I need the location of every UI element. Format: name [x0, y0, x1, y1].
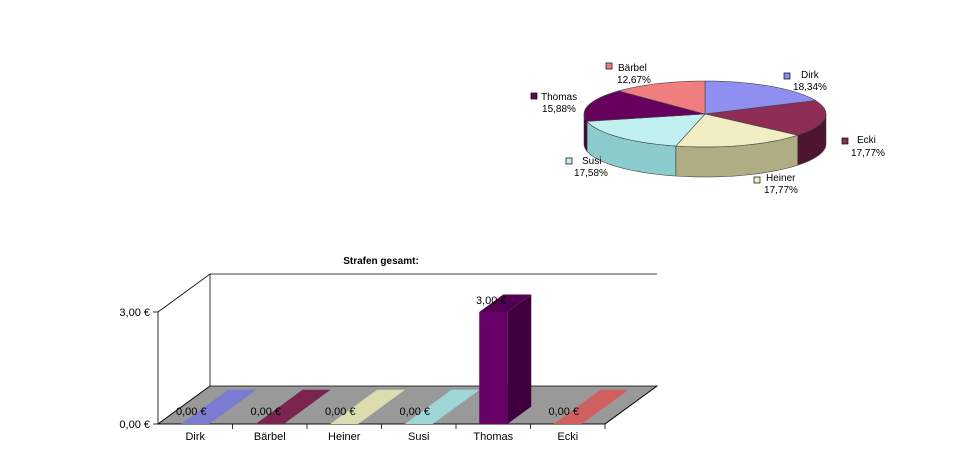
- bar-side-thomas: [507, 294, 532, 424]
- pie-percent-heiner: 17,77%: [764, 185, 798, 196]
- x-tick-label-ecki: Ecki: [557, 431, 578, 443]
- bar-ecki: [553, 389, 629, 424]
- bar-value-label-heiner: 0,00 €: [325, 406, 356, 418]
- bar-heiner: [330, 389, 406, 424]
- pie-label-heiner: Heiner: [766, 173, 796, 184]
- pie-percent-baerbel: 12,67%: [617, 75, 651, 86]
- bar-flat-heiner: [330, 389, 406, 424]
- bar-flat-baerbel: [255, 389, 331, 424]
- y-tick-label: 0,00 €: [119, 419, 150, 431]
- pie-percent-ecki: 17,77%: [851, 148, 885, 159]
- bar-thomas: [479, 294, 532, 424]
- bar-value-label-thomas: 3,00 €: [476, 295, 507, 307]
- x-tick-label-dirk: Dirk: [185, 431, 205, 443]
- pie-label-ecki: Ecki: [857, 135, 876, 146]
- x-tick-label-heiner: Heiner: [328, 431, 361, 443]
- bar-chart: Strafen gesamt: 0,00 € 3,00 € Dirk 0,00 € Bä…: [119, 256, 659, 443]
- bar-top-thomas: [479, 294, 532, 312]
- bar-susi: [404, 389, 480, 424]
- bar-flat-dirk: [181, 389, 257, 424]
- pie-legend-marker-thomas: [530, 92, 538, 100]
- pie-label-dirk: Dirk: [801, 70, 820, 81]
- bar-dirk: [181, 389, 257, 424]
- pie-chart: Dirk18,34%Ecki17,77%Heiner17,77%Susi17,5…: [530, 62, 885, 196]
- bar-flat-ecki: [553, 389, 629, 424]
- bar-value-label-baerbel: 0,00 €: [250, 406, 281, 418]
- pie-legend-marker-baerbel: [605, 62, 613, 70]
- bar-value-label-dirk: 0,00 €: [176, 406, 207, 418]
- pie-legend-marker-ecki: [841, 137, 849, 145]
- pie-slice-dirk: [704, 80, 817, 115]
- pie-percent-dirk: 18,34%: [793, 82, 827, 93]
- bar-value-label-susi: 0,00 €: [399, 406, 430, 418]
- x-tick-label-baerbel: Bärbel: [254, 431, 286, 443]
- pie-label-thomas: Thomas: [541, 92, 577, 103]
- bar-baerbel: [255, 389, 331, 424]
- pie-slice-baerbel: [617, 80, 706, 115]
- bar-chart-title: Strafen gesamt:: [343, 256, 419, 267]
- x-tick-label-susi: Susi: [408, 431, 429, 443]
- pie-legend-marker-heiner: [753, 176, 761, 184]
- bar-value-label-ecki: 0,00 €: [548, 406, 579, 418]
- y-tick-label: 3,00 €: [119, 307, 150, 319]
- pie-slice-heiner: [675, 113, 799, 148]
- x-tick-label-thomas: Thomas: [473, 431, 513, 443]
- bar-front-thomas: [479, 312, 508, 424]
- pie-legend-marker-dirk: [783, 72, 791, 80]
- pie-label-susi: Susi: [582, 156, 601, 167]
- bar-flat-susi: [404, 389, 480, 424]
- pie-slice-thomas: [583, 90, 706, 122]
- pie-percent-thomas: 15,88%: [542, 104, 576, 115]
- pie-slice-susi: [586, 113, 706, 147]
- pie-label-baerbel: Bärbel: [618, 63, 647, 74]
- pie-percent-susi: 17,58%: [574, 168, 608, 179]
- pie-slice-ecki: [704, 100, 827, 136]
- floor-right-edge: [604, 385, 658, 425]
- pie-legend-marker-susi: [565, 157, 573, 165]
